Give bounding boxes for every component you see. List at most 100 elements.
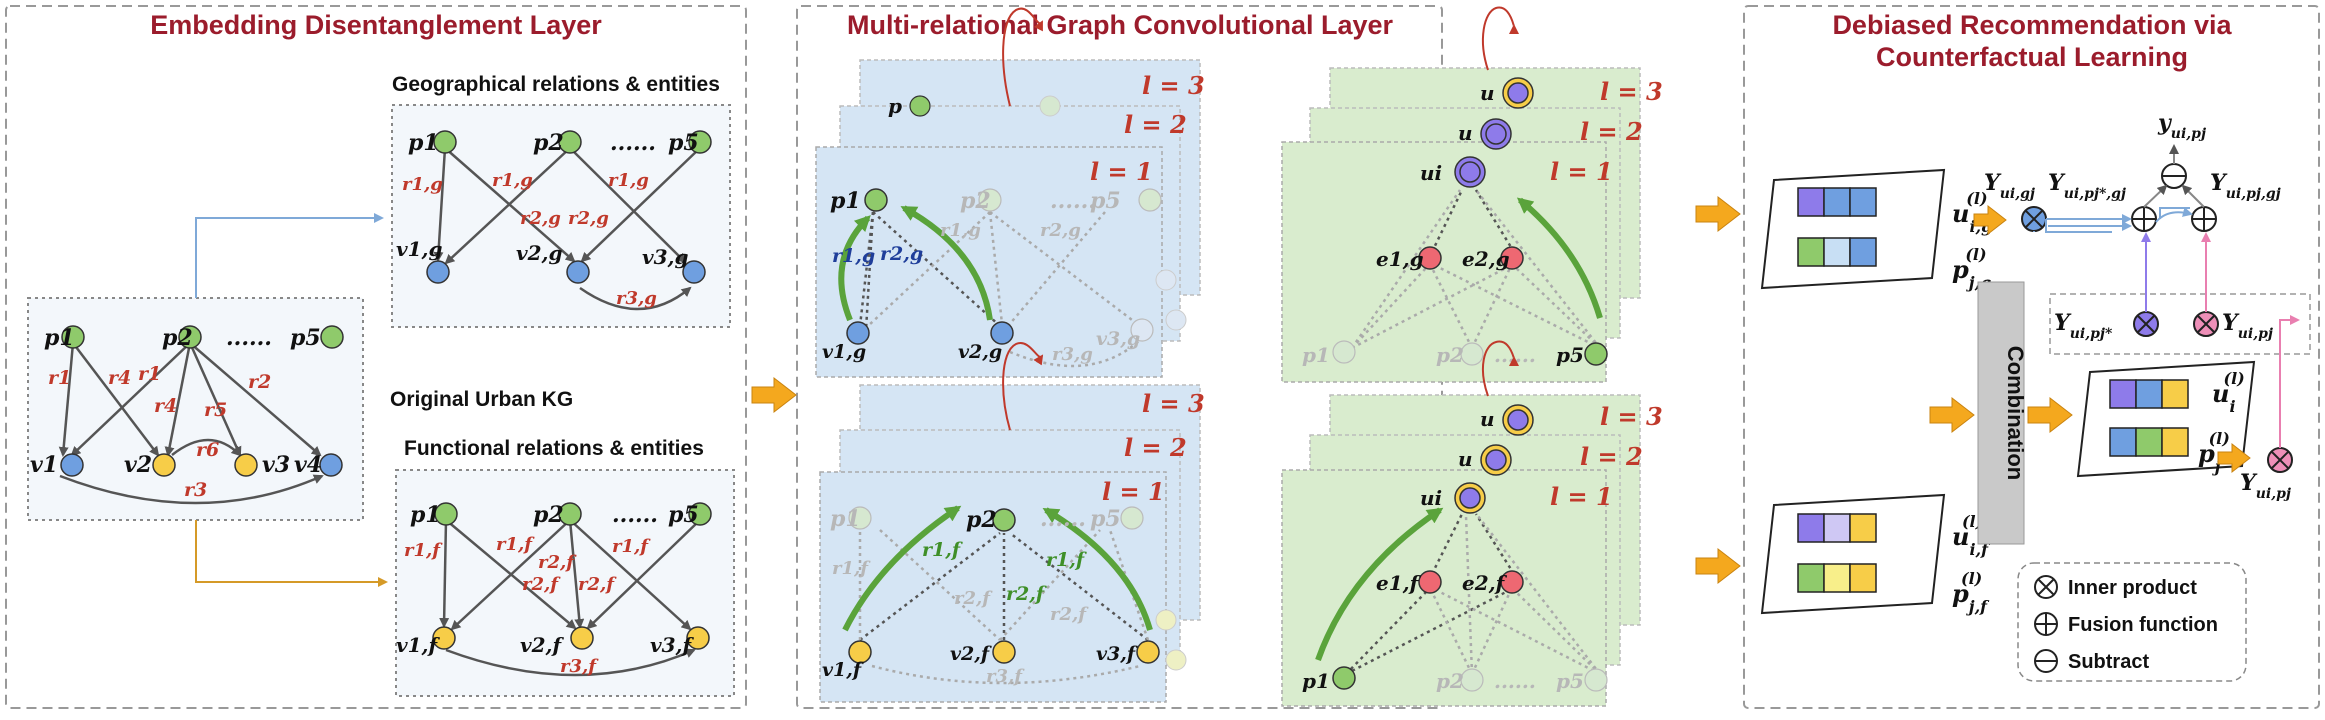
svg-text:......: ...... — [610, 130, 656, 156]
svg-text:r5: r5 — [204, 399, 227, 421]
svg-text:r1,g: r1,g — [832, 245, 875, 267]
svg-text:r1,g: r1,g — [492, 170, 533, 191]
svg-text:r2,g: r2,g — [880, 243, 923, 265]
svg-text:v2,g: v2,g — [516, 241, 563, 265]
fusion-1 — [2131, 206, 2157, 232]
svg-text:p2: p2 — [533, 502, 564, 528]
svg-text:v3,f: v3,f — [1096, 643, 1138, 665]
inner-product-final — [2267, 447, 2293, 473]
svg-text:ui(l): ui(l) — [2212, 369, 2245, 416]
svg-text:v2,f: v2,f — [520, 633, 565, 657]
svg-text:r2,f: r2,f — [1050, 604, 1089, 625]
counterfactual-box — [2049, 293, 2311, 355]
svg-text:v4: v4 — [294, 452, 322, 478]
fusion-2 — [2191, 206, 2217, 232]
svg-text:v1,g: v1,g — [822, 341, 866, 363]
legend-subtract: Subtract — [2068, 651, 2149, 673]
svg-text:p5: p5 — [668, 130, 699, 156]
svg-text:r2,g: r2,g — [1040, 220, 1081, 241]
svg-text:ui,g(l): ui,g(l) — [1952, 189, 1992, 236]
svg-text:Yui,pj*,gj: Yui,pj*,gj — [2048, 170, 2126, 202]
svg-text:u: u — [1480, 81, 1495, 105]
svg-text:r2,g: r2,g — [568, 208, 609, 229]
svg-text:r1,g: r1,g — [402, 174, 443, 195]
svg-text:p5: p5 — [1556, 343, 1584, 367]
svg-text:......: ...... — [612, 502, 658, 528]
svg-text:p5: p5 — [1090, 506, 1121, 532]
combination-block: Combination — [1977, 281, 2028, 545]
svg-text:l = 2: l = 2 — [1124, 110, 1187, 139]
geo-relations-title: Geographical relations & entities — [392, 73, 720, 96]
svg-text:r1,g: r1,g — [608, 170, 649, 191]
svg-text:v1,g: v1,g — [396, 237, 443, 261]
svg-text:r4: r4 — [154, 395, 177, 417]
original-kg-title: Original Urban KG — [390, 388, 573, 411]
svg-text:r1,f: r1,f — [832, 558, 871, 579]
svg-text:Yui,pj*: Yui,pj* — [2054, 310, 2113, 342]
left-section-title: Embedding Disentanglement Layer — [150, 10, 602, 40]
svg-text:ui: ui — [1420, 161, 1442, 185]
svg-text:p1: p1 — [830, 188, 861, 214]
svg-text:p5: p5 — [1556, 669, 1584, 693]
svg-text:l = 2: l = 2 — [1580, 442, 1643, 471]
func-relations-title: Functional relations & entities — [404, 437, 704, 460]
svg-text:......: ...... — [226, 325, 272, 351]
svg-text:r1: r1 — [138, 363, 161, 385]
svg-text:e1,g: e1,g — [1376, 247, 1424, 271]
svg-text:r2,f: r2,f — [578, 574, 617, 595]
user-geo-layer-stack: l = 3 l = 2 l = 1 u u — [1281, 6, 1663, 383]
svg-text:Yui,pj,gj: Yui,pj,gj — [2210, 170, 2281, 202]
svg-text:v2,g: v2,g — [958, 341, 1002, 363]
svg-text:p1: p1 — [1302, 669, 1330, 693]
inner-product-user-item — [2193, 311, 2219, 337]
svg-text:r3,f: r3,f — [560, 656, 599, 677]
svg-text:r2: r2 — [248, 371, 271, 393]
svg-text:v3,f: v3,f — [650, 633, 695, 657]
right-section-title-line1: Debiased Recommendation via — [1832, 10, 2232, 40]
svg-text:l = 3: l = 3 — [1600, 77, 1663, 106]
right-section-frame — [1743, 5, 2320, 709]
svg-text:l = 3: l = 3 — [1142, 389, 1205, 418]
svg-text:p1: p1 — [408, 130, 439, 156]
operator-legend: Inner product Fusion function Subtract — [2017, 562, 2247, 682]
svg-text:l = 1: l = 1 — [1102, 477, 1165, 506]
svg-text:p1: p1 — [830, 506, 861, 532]
svg-text:l = 2: l = 2 — [1580, 117, 1643, 146]
func-embeddings — [1760, 493, 1946, 615]
right-section-title-line2: Counterfactual Learning — [1876, 42, 2188, 72]
svg-text:v2: v2 — [124, 452, 152, 478]
svg-text:l = 2: l = 2 — [1124, 433, 1187, 462]
svg-text:l = 3: l = 3 — [1600, 402, 1663, 431]
svg-text:u: u — [1458, 121, 1473, 145]
svg-text:r1,f: r1,f — [922, 539, 963, 561]
svg-text:p1: p1 — [44, 325, 75, 351]
svg-text:Yui,pj: Yui,pj — [2222, 310, 2273, 342]
svg-text:r3,g: r3,g — [1052, 344, 1093, 365]
svg-text:yui,pj: yui,pj — [2157, 110, 2206, 142]
svg-text:r1,f: r1,f — [404, 540, 443, 561]
flow-arrow-middle-to-right-top — [1695, 195, 1741, 233]
svg-text:r6: r6 — [196, 439, 219, 461]
svg-text:r2,f: r2,f — [954, 588, 993, 609]
svg-text:ui: ui — [1420, 486, 1442, 510]
svg-text:v1,f: v1,f — [822, 659, 864, 681]
svg-text:p2: p2 — [533, 130, 564, 156]
svg-text:v3,g: v3,g — [642, 245, 689, 269]
svg-text:v1,f: v1,f — [396, 633, 441, 657]
geo-embeddings — [1760, 168, 1946, 290]
svg-text:l = 1: l = 1 — [1550, 482, 1613, 511]
user-func-layer-stack: l = 3 l = 2 l = 1 u u ui — [1281, 340, 1663, 707]
svg-text:e1,f: e1,f — [1376, 571, 1422, 595]
svg-text:p5: p5 — [1090, 188, 1121, 214]
svg-text:p5: p5 — [668, 502, 699, 528]
svg-text:p: p — [888, 94, 902, 118]
svg-text:e2,g: e2,g — [1462, 247, 1510, 271]
inner-product-geo — [2021, 206, 2047, 232]
svg-text:r2,f: r2,f — [522, 574, 561, 595]
svg-text:p2: p2 — [1436, 669, 1464, 693]
svg-text:l = 3: l = 3 — [1142, 71, 1205, 100]
svg-text:r4: r4 — [108, 367, 131, 389]
svg-text:r1,g: r1,g — [940, 220, 981, 241]
svg-text:l = 1: l = 1 — [1090, 157, 1153, 186]
